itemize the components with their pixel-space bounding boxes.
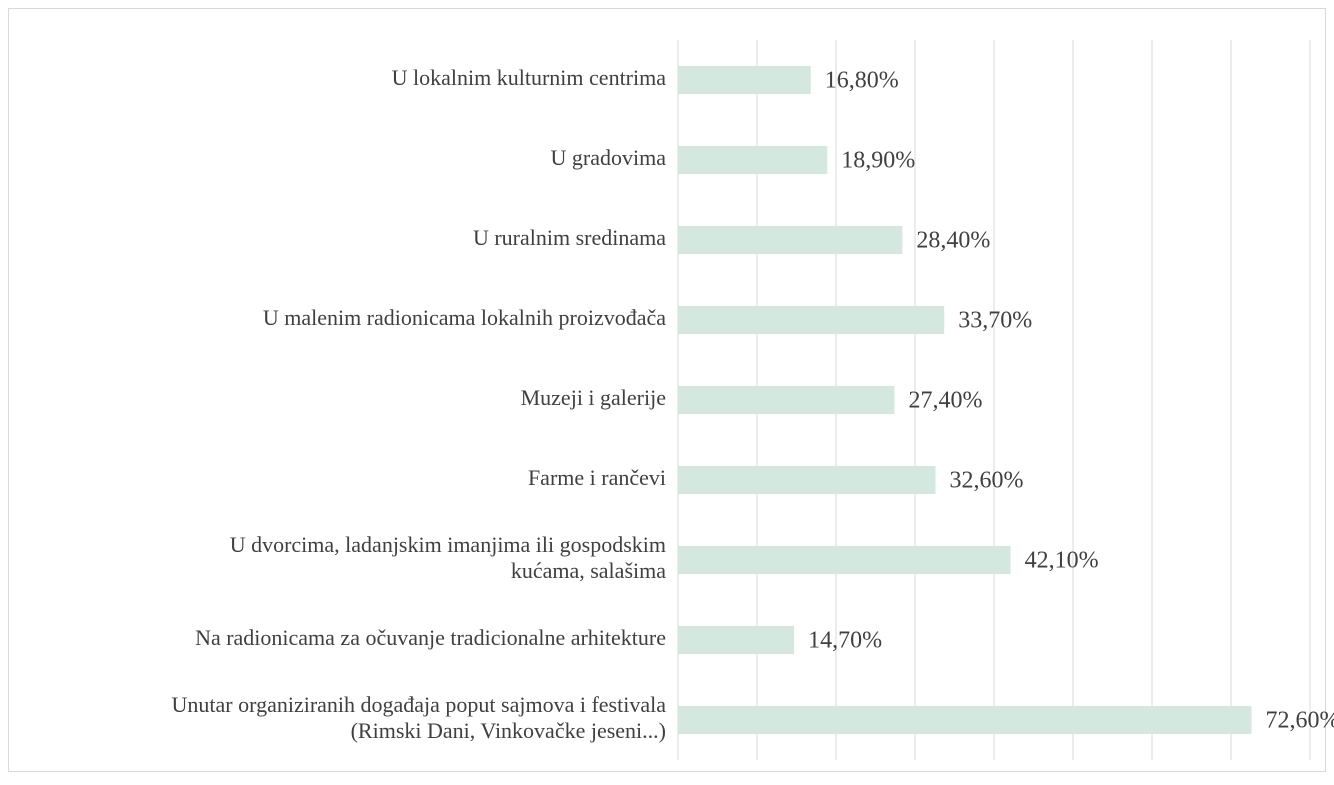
category-label-line: U dvorcima, ladanjskim imanjima ili gosp… [230,532,666,557]
category-label: U lokalnim kulturnim centrima [392,65,667,90]
category-label: U dvorcima, ladanjskim imanjima ili gosp… [230,532,667,583]
category-label: Na radionicama za očuvanje tradicionalne… [195,625,666,650]
chart-border [8,8,1326,772]
bar [678,306,945,334]
value-label: 28,40% [916,228,990,254]
category-label-line: kućama, salašima [511,558,666,583]
category-label: U malenim radionicama lokalnih proizvođa… [263,305,666,330]
category-label: Unutar organiziranih događaja poput sajm… [172,692,667,743]
category-label: U gradovima [551,145,667,170]
value-label: 32,60% [950,468,1024,494]
bar [678,706,1252,734]
category-label-line: (Rimski Dani, Vinkovačke jeseni...) [351,718,666,743]
category-label: U ruralnim sredinama [473,225,666,250]
bar [678,226,903,254]
bar [678,546,1011,574]
value-label: 33,70% [958,308,1032,334]
value-label: 16,80% [825,68,899,94]
category-label-line: Unutar organiziranih događaja poput sajm… [172,692,667,717]
value-label: 18,90% [841,148,915,174]
bar [678,466,936,494]
category-label: Farme i rančevi [528,465,666,490]
value-label: 14,70% [808,628,882,654]
value-label: 27,40% [908,388,982,414]
bar [678,66,811,94]
bar [678,626,795,654]
value-label: 42,10% [1025,548,1099,574]
value-label: 72,60% [1266,708,1334,734]
bar [678,146,828,174]
category-label: Muzeji i galerije [521,385,666,410]
bar [678,386,895,414]
